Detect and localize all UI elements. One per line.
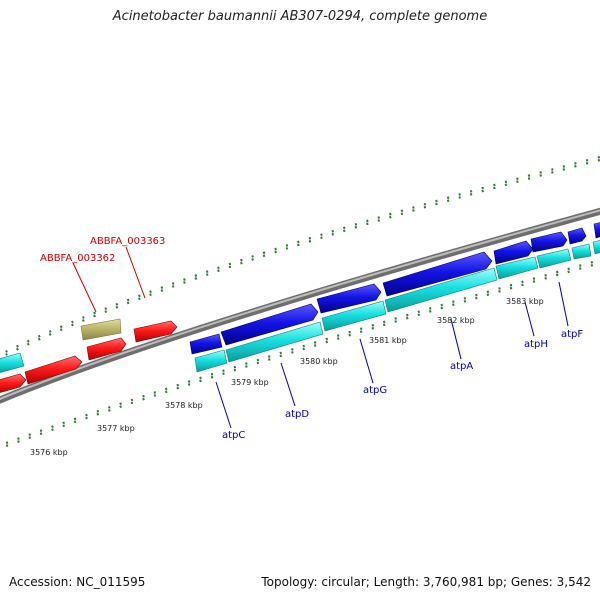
gene-label: atpG [363, 385, 387, 396]
scale-label: 3580 kbp [300, 357, 338, 366]
gene-red-a [86, 337, 127, 361]
blue-strand-genes[interactable] [189, 222, 600, 355]
scale-label: 3581 kbp [369, 336, 407, 345]
outer-gene-labels: ABBFA_003362 ABBFA_003363 [40, 236, 165, 264]
gene-cyan-8 [592, 240, 600, 255]
gene-cyan-6 [536, 248, 572, 269]
genome-stats-text: Topology: circular; Length: 3,760,981 bp… [261, 575, 591, 589]
gene-blue-7 [567, 227, 587, 245]
gene-abbfa-003363 [133, 320, 178, 343]
gene-cyan-1 [194, 349, 228, 373]
gene-label: ABBFA_003362 [40, 253, 115, 264]
gene-cyan-7 [571, 243, 592, 260]
gene-abbfa-003362 [80, 318, 122, 341]
scale-labels: 3576 kbp 3577 kbp 3578 kbp 3579 kbp 3580… [30, 297, 544, 457]
backbone [0, 207, 600, 404]
gene-label: atpD [285, 409, 309, 420]
gene-label: atpA [450, 361, 473, 372]
cyan-strand-genes[interactable] [194, 240, 600, 373]
gene-cyan-4 [384, 267, 498, 313]
gene-cyan-left [0, 352, 25, 373]
accession-text: Accession: NC_011595 [9, 575, 146, 589]
outer-strand-genes[interactable] [0, 318, 178, 394]
map-title: Acinetobacter baumannii AB307-0294, comp… [112, 9, 488, 24]
gene-blue-8 [593, 222, 600, 239]
gene-cyan-3 [321, 300, 387, 332]
label-leaders [72, 246, 569, 429]
scale-label: 3582 kbp [437, 316, 475, 325]
scale-label: 3579 kbp [231, 378, 269, 387]
scale-label: 3577 kbp [97, 424, 135, 433]
gene-blue-1 [189, 333, 223, 355]
scale-label: 3576 kbp [30, 448, 68, 457]
scale-label: 3578 kbp [165, 401, 203, 410]
gene-label: ABBFA_003363 [90, 236, 165, 247]
gene-blue-4 [382, 251, 493, 297]
gene-blue-3 [316, 283, 382, 314]
gene-cyan-2 [225, 321, 324, 363]
gene-red-c [0, 373, 27, 393]
scale-label: 3583 kbp [506, 297, 544, 306]
gene-red-b [24, 355, 83, 385]
gene-blue-6 [530, 231, 568, 253]
gene-label: atpF [561, 329, 583, 340]
gene-cyan-5 [495, 256, 539, 280]
inner-gene-labels: atpC atpD atpG atpA atpH atpF [222, 329, 583, 441]
gene-blue-5 [493, 240, 534, 265]
gene-label: atpH [524, 339, 548, 350]
gene-blue-2 [220, 303, 319, 346]
gene-label: atpC [222, 430, 245, 441]
